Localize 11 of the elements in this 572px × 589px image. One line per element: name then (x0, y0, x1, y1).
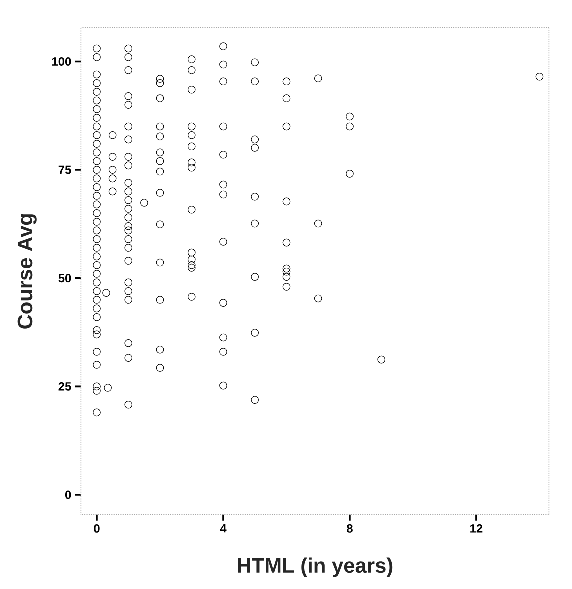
y-tick-label: 0 (65, 490, 72, 500)
x-tick-label: 0 (94, 524, 100, 533)
y-axis-title: Course Avg (18, 214, 37, 329)
x-axis-title: HTML (in years) (238, 558, 393, 578)
y-tick-label: 100 (52, 57, 72, 66)
y-tick-label: 25 (58, 382, 72, 391)
y-tick-label: 75 (58, 166, 72, 174)
x-tick-label: 12 (470, 524, 483, 533)
y-tick-label: 50 (58, 274, 72, 283)
x-tick-label: 4 (220, 524, 227, 533)
x-tick-label: 8 (347, 524, 353, 533)
